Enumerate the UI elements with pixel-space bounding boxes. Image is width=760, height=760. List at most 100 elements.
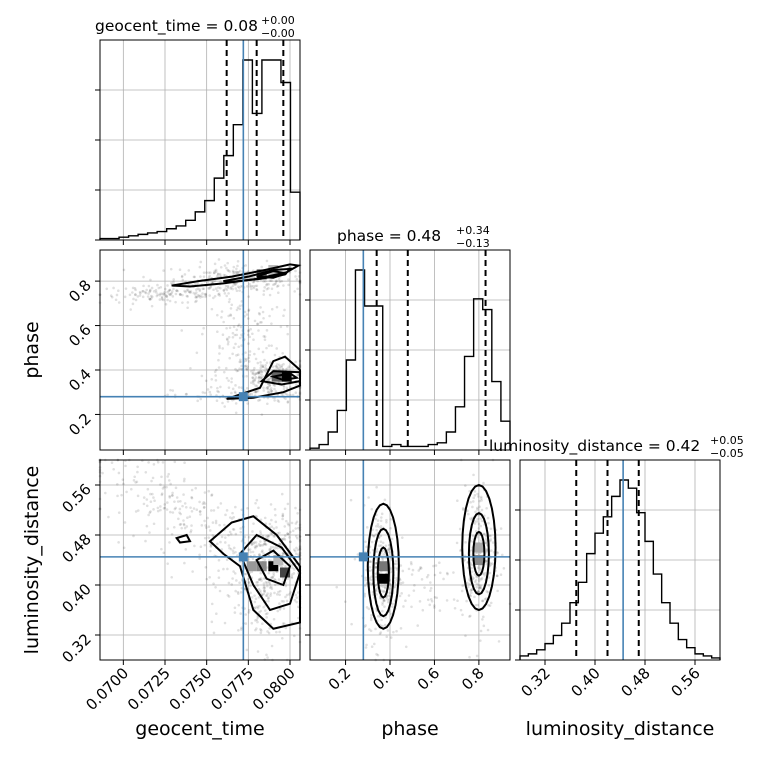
sample-point bbox=[170, 494, 174, 497]
sample-point bbox=[228, 546, 231, 550]
sample-point bbox=[220, 310, 224, 313]
sample-point bbox=[237, 345, 241, 349]
sample-point bbox=[294, 269, 297, 273]
sample-point bbox=[284, 397, 287, 401]
sample-point bbox=[203, 543, 207, 547]
sample-point bbox=[270, 344, 273, 347]
sample-point bbox=[295, 596, 299, 599]
sample-point bbox=[144, 539, 147, 543]
sample-point bbox=[488, 604, 492, 607]
sample-point bbox=[176, 500, 180, 503]
sample-point bbox=[139, 291, 142, 295]
sample-point bbox=[382, 589, 386, 593]
sample-point bbox=[186, 516, 189, 520]
sample-point bbox=[479, 586, 483, 590]
sample-point bbox=[433, 573, 437, 577]
sample-point bbox=[167, 479, 171, 482]
sample-point bbox=[147, 284, 151, 288]
sample-point bbox=[282, 314, 285, 318]
sample-point bbox=[286, 532, 289, 535]
density-cell bbox=[378, 561, 389, 572]
sample-point bbox=[496, 551, 499, 555]
sample-point bbox=[260, 579, 263, 582]
sample-point bbox=[280, 279, 284, 283]
sample-point bbox=[253, 373, 256, 377]
sample-point bbox=[349, 498, 353, 502]
sample-point bbox=[267, 558, 271, 562]
sample-point bbox=[484, 548, 488, 551]
sample-point bbox=[182, 479, 186, 483]
sample-point bbox=[243, 389, 247, 393]
sample-point bbox=[259, 571, 262, 575]
sample-point bbox=[205, 577, 209, 581]
sample-point bbox=[117, 301, 121, 304]
sample-point bbox=[286, 522, 290, 525]
sample-point bbox=[383, 623, 387, 627]
sample-point bbox=[257, 381, 261, 385]
sample-point bbox=[225, 509, 229, 512]
y-tick-label: 0.48 bbox=[58, 530, 94, 566]
sample-point bbox=[145, 524, 149, 528]
sample-point bbox=[189, 291, 192, 294]
sample-point bbox=[212, 296, 215, 300]
sample-point bbox=[238, 581, 241, 585]
sample-point bbox=[200, 524, 204, 527]
sample-point bbox=[286, 401, 290, 404]
sample-point bbox=[227, 386, 231, 389]
sample-point bbox=[265, 386, 268, 390]
sample-point bbox=[214, 287, 218, 290]
sample-point bbox=[235, 267, 238, 271]
x-tick-label: 0.0725 bbox=[124, 664, 174, 714]
sample-point bbox=[481, 618, 484, 621]
sample-point bbox=[240, 300, 244, 303]
sample-point bbox=[389, 568, 392, 571]
sample-point bbox=[469, 589, 472, 592]
sample-point bbox=[261, 310, 265, 314]
sample-point bbox=[222, 370, 226, 374]
density-cell bbox=[473, 555, 484, 565]
sample-point bbox=[267, 599, 270, 603]
sample-point bbox=[180, 274, 184, 278]
sample-point bbox=[292, 634, 296, 638]
sample-point bbox=[258, 375, 261, 378]
sample-point bbox=[276, 291, 280, 295]
sample-point bbox=[286, 367, 289, 370]
sample-point bbox=[232, 325, 236, 329]
sample-point bbox=[374, 565, 378, 569]
sample-point bbox=[257, 506, 260, 510]
sample-point bbox=[382, 590, 385, 594]
sample-point bbox=[164, 302, 168, 306]
sample-point bbox=[232, 570, 235, 573]
sample-point bbox=[270, 322, 273, 325]
sample-point bbox=[283, 622, 286, 625]
sample-point bbox=[255, 372, 258, 375]
sample-point bbox=[235, 579, 238, 582]
sample-point bbox=[419, 566, 423, 570]
sample-point bbox=[385, 635, 389, 639]
sample-point bbox=[275, 630, 278, 634]
sample-point bbox=[482, 624, 486, 628]
sample-point bbox=[166, 501, 169, 504]
sample-point bbox=[197, 294, 201, 298]
sample-point bbox=[374, 572, 378, 576]
svg-text:−0.05: −0.05 bbox=[710, 447, 744, 460]
sample-point bbox=[257, 578, 261, 581]
sample-point bbox=[429, 589, 432, 592]
sample-point bbox=[400, 592, 403, 595]
sample-point bbox=[212, 509, 216, 512]
sample-point bbox=[250, 392, 254, 396]
sample-point bbox=[248, 548, 252, 551]
y-tick-label: 0.32 bbox=[58, 630, 94, 666]
sample-point bbox=[480, 508, 484, 512]
hist-phase bbox=[309, 269, 511, 450]
sample-point bbox=[170, 575, 173, 579]
sample-point bbox=[261, 544, 265, 547]
sample-point bbox=[278, 280, 282, 284]
sample-point bbox=[225, 326, 228, 330]
sample-point bbox=[374, 588, 378, 591]
sample-point bbox=[265, 653, 268, 657]
sample-point bbox=[201, 292, 204, 295]
sample-point bbox=[255, 322, 259, 326]
sample-point bbox=[216, 274, 219, 278]
sample-point bbox=[260, 370, 264, 374]
